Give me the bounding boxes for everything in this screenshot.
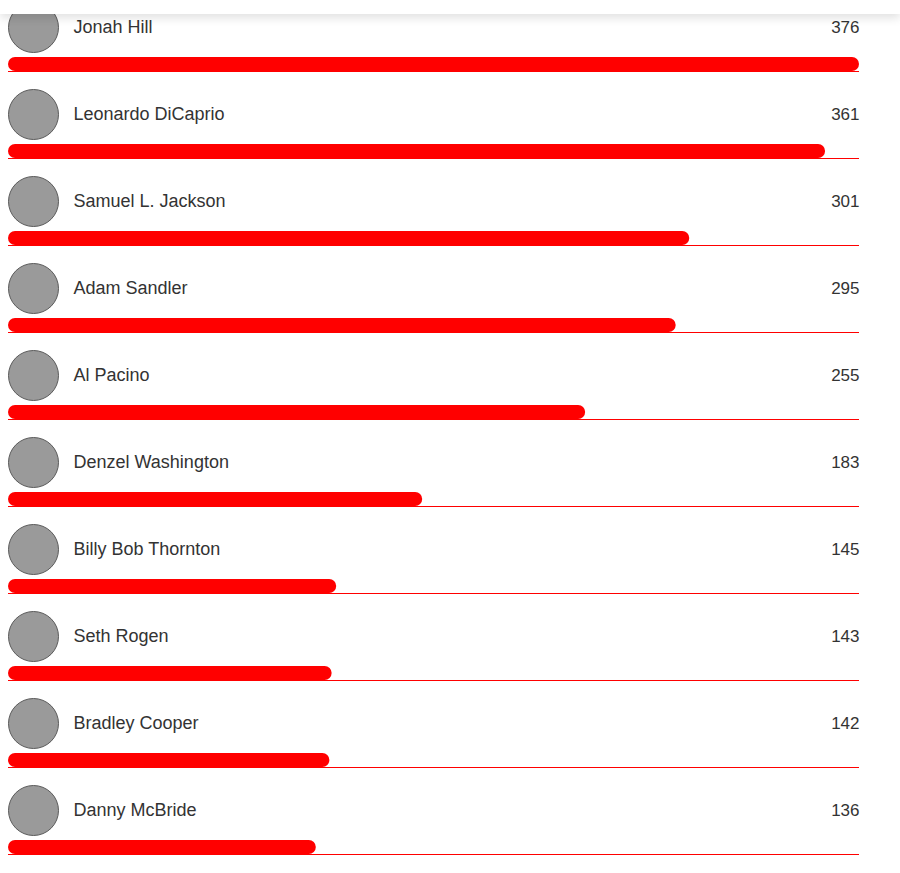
svg-text:Leonardo DiCaprio: Leonardo DiCaprio (74, 104, 225, 124)
svg-text:Seth Rogen: Seth Rogen (74, 626, 169, 646)
svg-text:142: 142 (831, 714, 859, 733)
svg-text:Al Pacino: Al Pacino (74, 365, 150, 385)
svg-text:Bradley Cooper: Bradley Cooper (74, 713, 199, 733)
svg-text:Denzel Washington: Denzel Washington (74, 452, 229, 472)
svg-text:143: 143 (831, 627, 859, 646)
svg-text:Samuel L. Jackson: Samuel L. Jackson (74, 191, 226, 211)
svg-text:361: 361 (831, 105, 859, 124)
svg-text:Billy Bob Thornton: Billy Bob Thornton (74, 539, 221, 559)
svg-text:255: 255 (831, 366, 859, 385)
svg-text:Jonah Hill: Jonah Hill (74, 17, 153, 37)
svg-text:Danny McBride: Danny McBride (74, 800, 197, 820)
svg-text:136: 136 (831, 801, 859, 820)
svg-text:Adam Sandler: Adam Sandler (74, 278, 188, 298)
svg-text:145: 145 (831, 540, 859, 559)
svg-text:301: 301 (831, 192, 859, 211)
svg-text:295: 295 (831, 279, 859, 298)
svg-text:183: 183 (831, 453, 859, 472)
svg-text:376: 376 (831, 18, 859, 37)
